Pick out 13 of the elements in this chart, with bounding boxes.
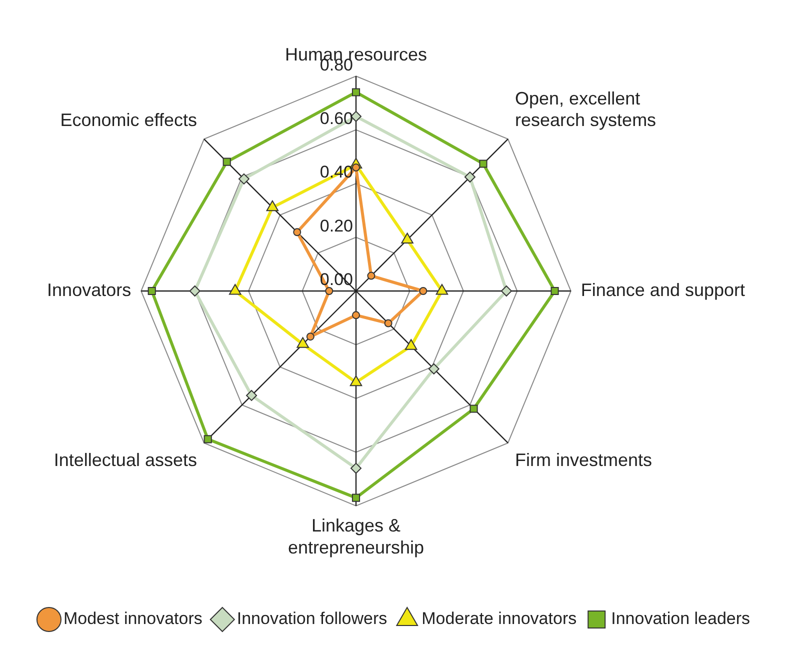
y-tick-label: 0.20 bbox=[320, 216, 353, 236]
spoke-label: Economic effects bbox=[60, 110, 197, 130]
spoke-label: Open, excellent research systems bbox=[515, 88, 656, 130]
spoke-label: Finance and support bbox=[580, 280, 745, 300]
legend-label: Innovation leaders bbox=[611, 609, 750, 628]
legend-label: Moderate innovators bbox=[422, 609, 577, 628]
spoke-label: Innovators bbox=[47, 280, 132, 300]
legend-label: Modest innovators bbox=[63, 609, 202, 628]
spoke-label: Linkages & entrepreneurship bbox=[288, 516, 424, 558]
legend-label: Innovation followers bbox=[236, 609, 388, 628]
spoke-label: Intellectual assets bbox=[54, 450, 197, 470]
y-tick-label: 0.60 bbox=[320, 109, 353, 128]
spoke-label: Firm investments bbox=[515, 450, 652, 470]
